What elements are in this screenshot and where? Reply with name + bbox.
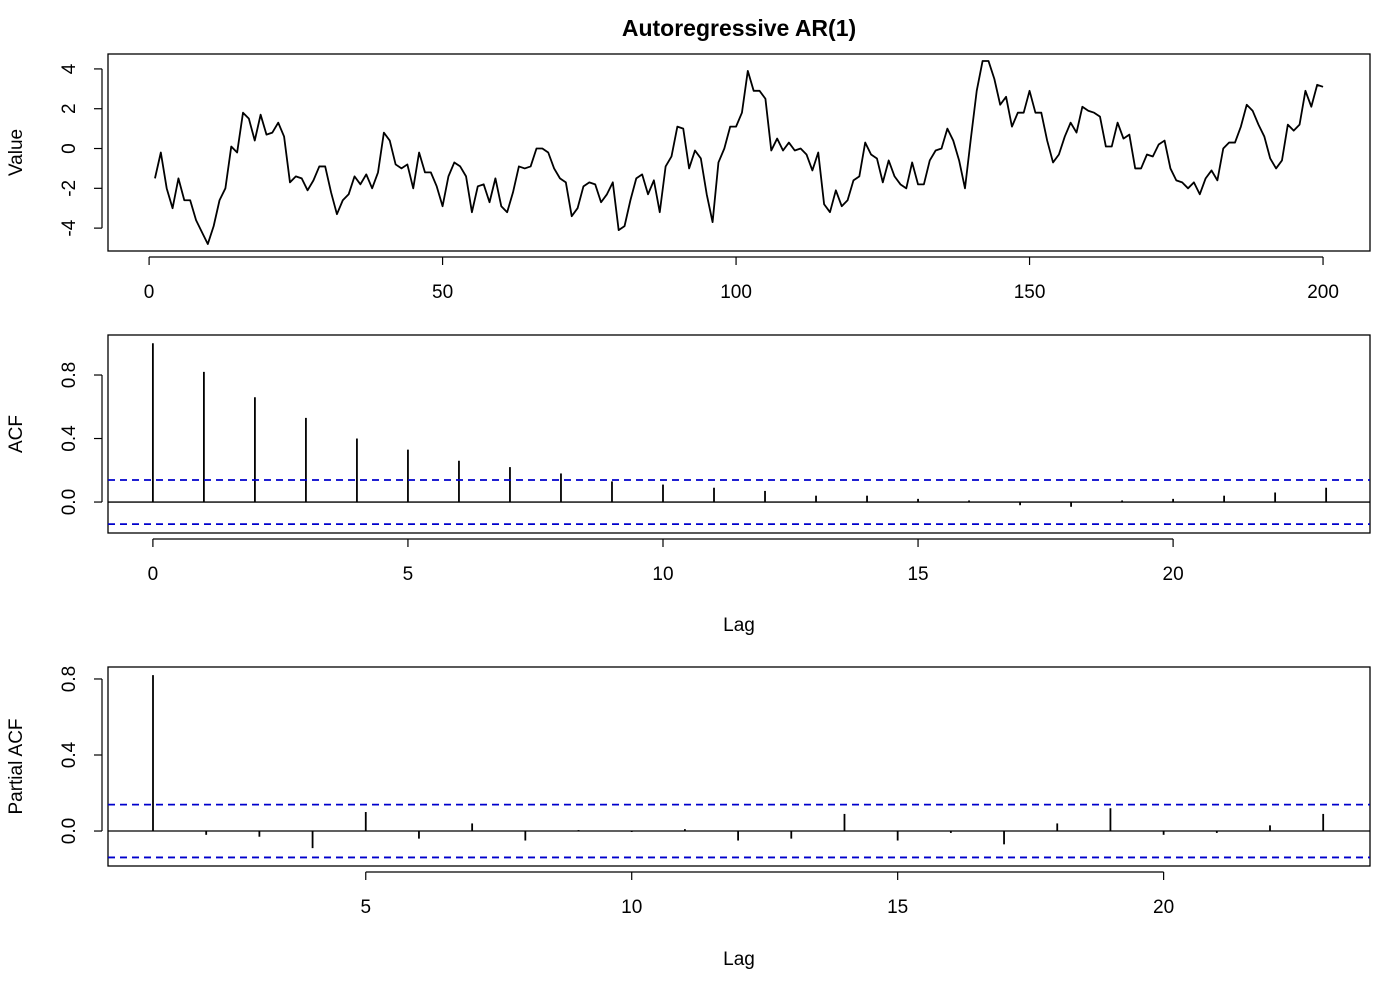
x-tick-label: 100 — [720, 282, 752, 303]
x-tick-label: 20 — [1163, 564, 1184, 585]
x-axis-label: Lag — [723, 615, 755, 636]
y-tick-label: 2 — [59, 103, 80, 114]
y-tick-label: 4 — [59, 63, 80, 74]
y-tick-label: 0.0 — [59, 489, 80, 515]
x-tick-label: 0 — [148, 564, 159, 585]
plot-box — [107, 666, 1371, 867]
x-tick-label: 5 — [403, 564, 414, 585]
x-tick-label: 5 — [360, 897, 371, 918]
series-line — [154, 60, 1324, 245]
x-tick-label: 10 — [652, 564, 673, 585]
plot-box — [107, 53, 1371, 252]
x-tick-label: 15 — [907, 564, 928, 585]
y-tick-label: 0.4 — [59, 741, 80, 768]
y-tick-label: 0.4 — [59, 425, 80, 452]
y-tick-label: -4 — [59, 219, 80, 236]
x-tick-label: 150 — [1014, 282, 1046, 303]
x-axis-label: Lag — [723, 949, 755, 970]
y-tick-label: -2 — [59, 180, 80, 197]
x-tick-label: 0 — [144, 282, 155, 303]
x-tick-label: 15 — [887, 897, 908, 918]
plot-box — [107, 334, 1371, 534]
y-tick-label: 0.8 — [59, 666, 80, 692]
y-axis-label: Partial ACF — [6, 718, 27, 814]
y-axis-label: ACF — [6, 415, 27, 453]
y-axis-label: Value — [6, 129, 27, 176]
chart-title: Autoregressive AR(1) — [622, 15, 856, 41]
y-tick-label: 0.0 — [59, 818, 80, 844]
x-tick-label: 200 — [1307, 282, 1339, 303]
y-tick-label: 0 — [59, 143, 80, 154]
x-tick-label: 20 — [1153, 897, 1174, 918]
x-tick-label: 50 — [432, 282, 453, 303]
x-tick-label: 10 — [621, 897, 642, 918]
y-tick-label: 0.8 — [59, 362, 80, 388]
